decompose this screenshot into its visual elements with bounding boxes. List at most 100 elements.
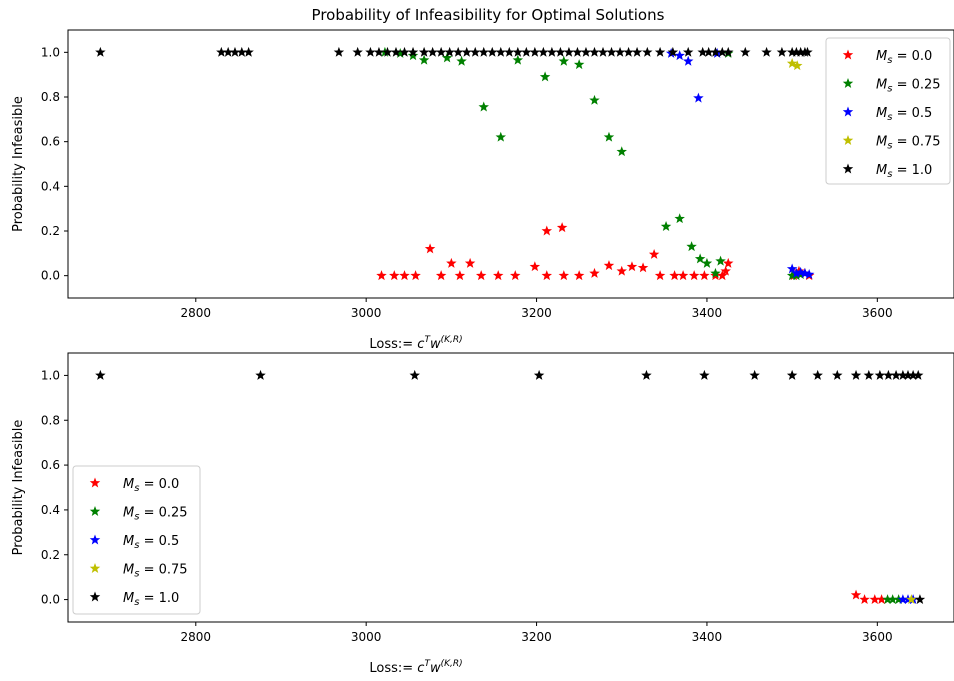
point-series-5	[478, 46, 489, 57]
point-series-5	[333, 46, 345, 57]
point-series-5	[874, 369, 886, 380]
point-series-2	[710, 267, 721, 278]
point-series-5	[667, 46, 679, 57]
point-series-5	[641, 369, 652, 380]
point-series-5	[495, 46, 507, 57]
legend-marker	[842, 163, 854, 174]
point-series-5	[749, 369, 760, 380]
point-series-1	[556, 222, 568, 233]
y-axis-label: Probability Infeasible	[11, 420, 26, 556]
legend-marker	[89, 534, 101, 545]
x-tick-label: 3200	[521, 306, 552, 320]
point-series-5	[546, 46, 558, 57]
point-series-3	[674, 50, 685, 61]
plot-area	[67, 352, 954, 623]
point-series-1	[399, 270, 410, 281]
point-series-5	[597, 46, 609, 57]
point-series-1	[389, 270, 400, 281]
point-series-5	[461, 46, 472, 57]
point-series-1	[688, 270, 700, 281]
legend-label: Ms = 0.25	[876, 78, 941, 95]
point-series-1	[541, 225, 553, 236]
point-series-5	[390, 46, 402, 57]
legend-label: Ms = 1.0	[123, 591, 179, 608]
chart-panel-1: 2800 3000 3200 3400 3600 0.0 0.2 0.4 0.6 0.8 1.0 Pr…	[11, 6, 954, 352]
legend-marker	[842, 49, 854, 60]
point-series-1	[475, 270, 487, 281]
y-tick-label: 1.0	[41, 45, 60, 59]
point-series-5	[717, 46, 728, 57]
point-series-2	[715, 255, 726, 266]
point-series-2	[539, 71, 551, 82]
point-series-1	[589, 267, 600, 278]
y-tick-label: 0.6	[41, 458, 60, 472]
point-series-5	[229, 46, 241, 57]
x-tick-label: 3000	[351, 630, 382, 644]
point-series-3	[803, 269, 815, 279]
y-axis-label: Probability Infeasible	[11, 96, 26, 232]
legend-label: Ms = 0.5	[123, 534, 179, 551]
point-series-5	[580, 46, 592, 57]
point-series-5	[614, 46, 626, 57]
point-series-1	[720, 265, 731, 276]
x-axis-label: Loss:= cTw(K,R)	[369, 659, 462, 676]
x-tick-label: 3000	[351, 306, 382, 320]
y-tick-label: 0.0	[41, 593, 60, 607]
y-tick-label: 0.4	[41, 503, 60, 517]
point-series-2	[512, 54, 524, 65]
point-series-5	[418, 46, 430, 57]
point-series-4	[786, 58, 798, 68]
point-series-5	[427, 46, 438, 57]
point-series-5	[883, 369, 894, 380]
point-series-5	[761, 46, 772, 57]
point-series-5	[533, 369, 545, 380]
point-series-5	[890, 369, 902, 380]
point-series-5	[914, 594, 926, 605]
point-series-1	[876, 594, 887, 605]
point-series-5	[222, 46, 234, 57]
chart-title: Probability of Infeasibility for Optimal…	[312, 6, 665, 24]
point-series-5	[802, 46, 813, 57]
point-series-5	[563, 46, 575, 57]
point-series-1	[616, 265, 627, 276]
point-series-5	[710, 46, 721, 57]
point-series-2	[407, 50, 419, 61]
point-series-2	[558, 55, 570, 66]
x-tick-label: 2800	[181, 306, 212, 320]
point-series-1	[454, 270, 466, 281]
point-series-5	[382, 46, 393, 57]
point-series-1	[850, 589, 862, 600]
point-series-5	[521, 46, 532, 57]
point-series-1	[626, 261, 638, 272]
y-tick-label: 0.8	[41, 90, 60, 104]
legend-marker	[842, 106, 854, 117]
point-series-5	[255, 369, 266, 380]
legend-label: Ms = 0.75	[876, 135, 941, 152]
point-series-1	[446, 257, 457, 268]
legend-marker	[842, 78, 854, 88]
point-series-5	[236, 46, 248, 57]
y-tick-label: 0.2	[41, 548, 60, 562]
point-series-5	[555, 46, 566, 57]
point-series-1	[410, 270, 421, 281]
point-series-3	[897, 594, 909, 605]
data-points	[95, 369, 926, 605]
point-series-5	[697, 46, 708, 57]
point-series-2	[686, 241, 697, 252]
plot-area	[67, 29, 954, 299]
y-tick-label: 1.0	[41, 368, 60, 382]
point-series-5	[435, 46, 447, 57]
point-series-5	[907, 369, 919, 380]
point-series-1	[859, 594, 870, 605]
point-series-5	[95, 46, 106, 57]
point-series-5	[902, 369, 914, 380]
point-series-2	[441, 52, 453, 63]
legend-label: Ms = 0.0	[876, 49, 932, 66]
point-series-2	[893, 594, 904, 605]
point-series-2	[456, 55, 467, 66]
point-series-5	[469, 46, 481, 57]
point-series-5	[850, 369, 862, 380]
point-series-1	[654, 270, 666, 281]
point-series-1	[464, 257, 476, 268]
